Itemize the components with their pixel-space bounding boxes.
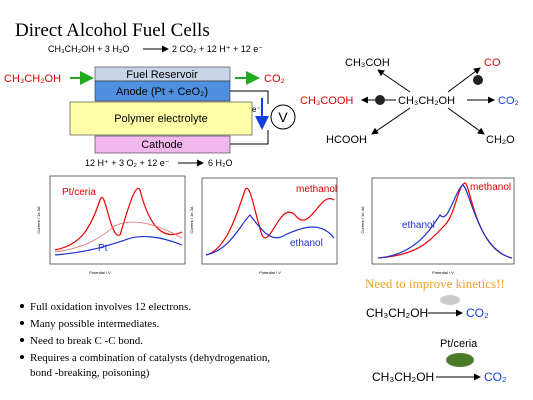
- skull: [375, 75, 483, 105]
- layer-label: Cathode: [141, 139, 183, 151]
- bullet: Need to break C -C bond.: [30, 335, 143, 347]
- bullets: Full oxidation involves 12 electrons. Ma…: [20, 301, 270, 379]
- product: CH₃COOH: [300, 95, 353, 107]
- axis-label: Current / 1e-4A: [360, 206, 365, 234]
- arrows: [361, 67, 495, 135]
- axis-label: Potential / V: [89, 270, 111, 275]
- axis-label: Potential / V: [432, 270, 454, 275]
- center: CH₃CH₂OH: [398, 95, 455, 107]
- layer-label: Polymer electrolyte: [114, 113, 208, 125]
- plot-label: methanol: [296, 184, 337, 195]
- product: CO₂: [264, 73, 285, 85]
- equation: 6 H₂O: [208, 158, 233, 168]
- fuel: CH₃CH₂OH: [4, 73, 61, 85]
- plot-label: Pt: [98, 243, 108, 254]
- layer-label: Fuel Reservoir: [126, 69, 198, 81]
- product: CO₂: [498, 95, 519, 107]
- plot: methanol ethanol Potential / V Current /…: [360, 177, 515, 275]
- plot-label: methanol: [470, 182, 511, 193]
- plot-label: Pt/ceria: [62, 187, 96, 198]
- product: CH₃COH: [345, 57, 390, 69]
- product: CO₂: [466, 306, 489, 320]
- turtle: [440, 295, 460, 305]
- bullet: Requires a combination of catalysts (deh…: [30, 352, 270, 364]
- product: CO: [484, 57, 501, 69]
- plot-label: ethanol: [402, 220, 435, 231]
- bullet: bond -breaking, poisoning): [30, 367, 150, 379]
- plot: Pt/ceria Pt Potential / V Current / 1e-3…: [36, 175, 186, 275]
- reactant: CH₃CH₂OH: [372, 370, 434, 384]
- layer-label: Anode (Pt + CeO₂): [116, 86, 208, 98]
- product: CO₂: [484, 370, 507, 384]
- product: HCOOH: [326, 134, 367, 146]
- reactant: CH₃CH₂OH: [366, 306, 428, 320]
- axis-label: Current / 1e-3A: [36, 206, 41, 234]
- equation: CH₃CH₂OH + 3 H₂O: [48, 44, 129, 54]
- electron: e⁻: [252, 105, 261, 114]
- voltmeter: [270, 104, 296, 130]
- bullet: Full oxidation involves 12 electrons.: [30, 301, 191, 313]
- catalyst: Pt/ceria: [440, 338, 478, 350]
- callout: Need to improve kinetics!!: [365, 276, 505, 291]
- title: Direct Alcohol Fuel Cells: [15, 20, 210, 41]
- turtle: [446, 353, 474, 367]
- voltmeter-label: V: [278, 109, 288, 125]
- axis-label: Current / 1e-3A: [189, 206, 194, 234]
- product: CH₂O: [486, 134, 515, 146]
- plot-label: ethanol: [290, 238, 323, 249]
- equation: 12 H⁺ + 3 O₂ + 12 e⁻: [85, 158, 170, 168]
- wire: [230, 90, 269, 145]
- electrolyte: [69, 101, 253, 136]
- plot: methanol ethanol Potential / V Current /…: [189, 177, 338, 275]
- axis-label: Potential / V: [259, 270, 281, 275]
- bullet: Many possible intermediates.: [30, 318, 159, 330]
- equation: 2 CO₂ + 12 H⁺ + 12 e⁻: [172, 44, 263, 54]
